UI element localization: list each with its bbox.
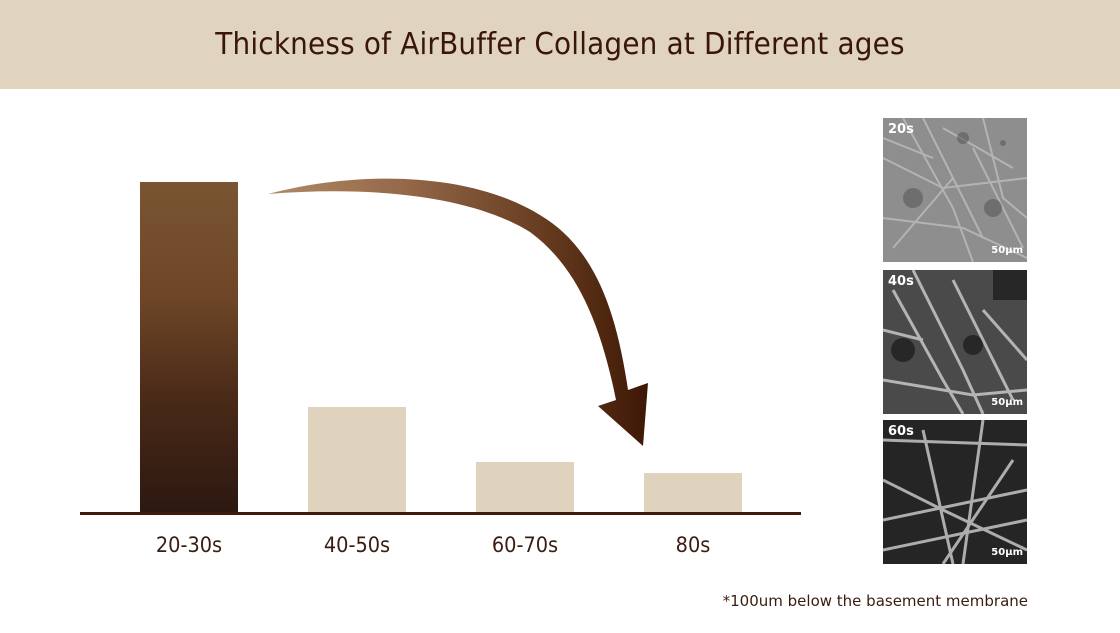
- chart-title: Thickness of AirBuffer Collagen at Diffe…: [215, 27, 905, 62]
- x-axis-label: 80s: [675, 533, 711, 557]
- x-axis-label: 20-30s: [155, 533, 223, 557]
- collagen-texture-20s: [883, 118, 1027, 262]
- x-axis-line: [80, 512, 801, 515]
- image-scale-label: 50µm: [991, 547, 1023, 558]
- header-banner: Thickness of AirBuffer Collagen at Diffe…: [0, 0, 1120, 89]
- bar-80s: [644, 473, 742, 513]
- microscopy-image-60s: 60s 50µm: [883, 420, 1027, 564]
- image-scale-label: 50µm: [991, 397, 1023, 408]
- footnote: *100um below the basement membrane: [722, 592, 1028, 610]
- bar-40-50s: [308, 407, 406, 513]
- image-age-label: 60s: [888, 424, 914, 439]
- bar-20-30s: [140, 182, 238, 513]
- microscopy-image-20s: 20s 50µm: [883, 118, 1027, 262]
- collagen-texture-40s: [883, 270, 1027, 414]
- microscopy-image-40s: 40s 50µm: [883, 270, 1027, 414]
- collagen-texture-60s: [883, 420, 1027, 564]
- image-scale-label: 50µm: [991, 245, 1023, 256]
- bar-60-70s: [476, 462, 574, 513]
- image-age-label: 20s: [888, 122, 914, 137]
- x-axis-label: 60-70s: [491, 533, 559, 557]
- image-age-label: 40s: [888, 274, 914, 289]
- x-axis-label: 40-50s: [323, 533, 391, 557]
